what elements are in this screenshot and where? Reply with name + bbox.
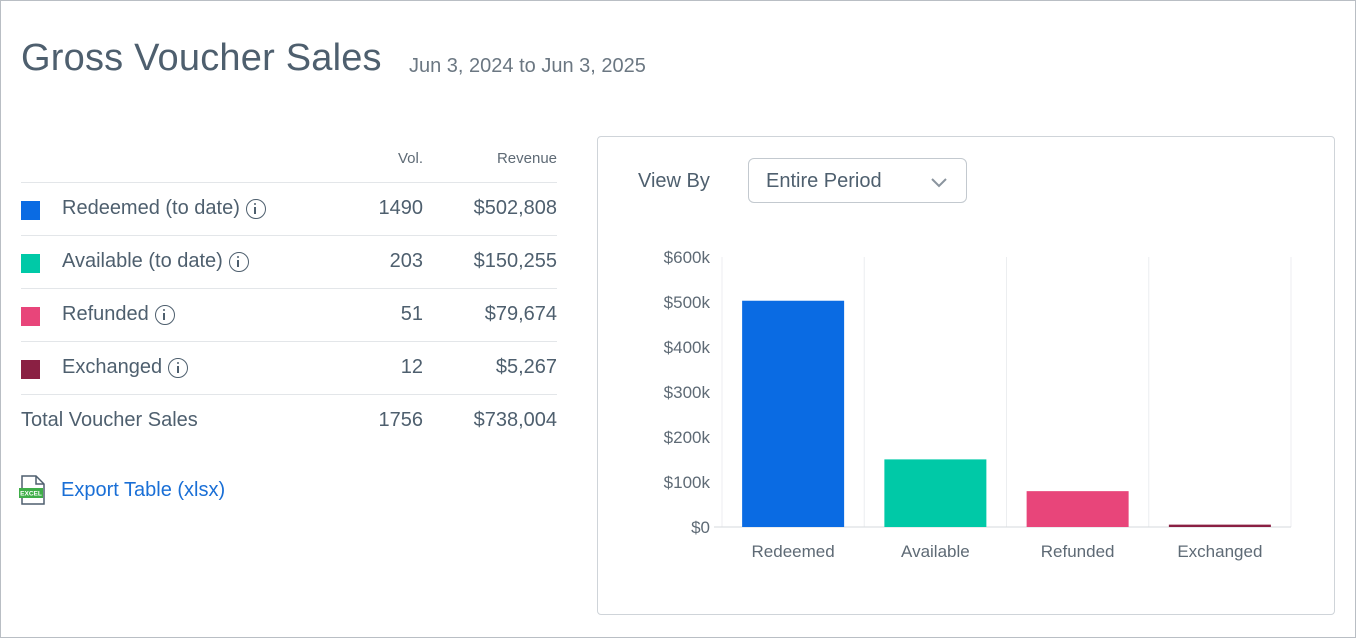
table-row-total: Total Voucher Sales 1756 $738,004 <box>21 395 557 448</box>
export-table-label[interactable]: Export Table (xlsx) <box>61 478 226 501</box>
table-row-available: Available (to date) 203 $150,255 <box>21 236 557 289</box>
x-tick-label: Exchanged <box>1177 542 1262 561</box>
view-by-dropdown[interactable]: Entire Period <box>748 158 967 203</box>
legend-swatch-available <box>21 254 40 273</box>
y-tick-label: $100k <box>664 473 711 492</box>
row-label-text: Redeemed (to date) <box>62 197 240 219</box>
y-tick-label: $500k <box>664 293 711 312</box>
excel-icon-text: EXCEL <box>20 491 42 498</box>
x-tick-label: Refunded <box>1041 542 1115 561</box>
table-row-exchanged: Exchanged 12 $5,267 <box>21 342 557 395</box>
date-range: Jun 3, 2024 to Jun 3, 2025 <box>409 55 646 77</box>
x-tick-label: Redeemed <box>752 542 835 561</box>
row-label: Exchanged <box>62 356 189 379</box>
total-vol-value: 1756 <box>378 409 424 431</box>
bar-redeemed <box>742 300 845 527</box>
bar-chart: $0 $100k $200k $300k $400k $500k $600k Redeemed… <box>664 248 1292 561</box>
column-header-vol: Vol. <box>397 150 423 167</box>
page-title: Gross Voucher Sales <box>21 37 382 79</box>
info-icon[interactable] <box>154 304 175 325</box>
row-label-text: Available (to date) <box>62 250 223 272</box>
info-icon[interactable] <box>168 357 189 378</box>
vol-value: 203 <box>389 250 423 272</box>
summary-table: Vol. Revenue Redeemed (to date) 1490 $50… <box>21 141 557 448</box>
chevron-down-icon <box>931 178 947 188</box>
view-by-selected-value: Entire Period <box>766 170 882 192</box>
row-label: Redeemed (to date) <box>62 197 266 220</box>
table-row-refunded: Refunded 51 $79,674 <box>21 289 557 342</box>
row-label-text: Exchanged <box>62 356 163 378</box>
revenue-value: $150,255 <box>473 250 557 272</box>
revenue-value: $502,808 <box>473 197 557 219</box>
row-label: Refunded <box>62 303 175 326</box>
legend-swatch-exchanged <box>21 360 40 379</box>
table-row-redeemed: Redeemed (to date) 1490 $502,808 <box>21 183 557 236</box>
table-header: Vol. Revenue <box>21 141 557 183</box>
y-tick-label: $600k <box>664 248 711 267</box>
bar-exchanged <box>1168 524 1271 527</box>
info-icon[interactable] <box>245 198 266 219</box>
y-tick-label: $400k <box>664 338 711 357</box>
vol-value: 51 <box>400 303 423 325</box>
excel-file-icon: EXCEL <box>19 475 45 505</box>
chart-panel: View By Entire Period $0 $100k $200k $300k $… <box>597 136 1335 615</box>
view-by-label: View By <box>638 170 710 192</box>
y-tick-label: $200k <box>664 428 711 447</box>
revenue-value: $79,674 <box>484 303 557 325</box>
bar-available <box>884 459 987 527</box>
row-label: Available (to date) <box>62 250 249 273</box>
column-header-revenue: Revenue <box>496 150 557 167</box>
y-tick-label: $0 <box>691 518 710 537</box>
vol-value: 1490 <box>378 197 424 219</box>
total-label: Total Voucher Sales <box>21 409 198 431</box>
bar-refunded <box>1026 491 1129 527</box>
legend-swatch-refunded <box>21 307 40 326</box>
info-icon[interactable] <box>228 251 249 272</box>
revenue-value: $5,267 <box>495 356 557 378</box>
x-tick-label: Available <box>901 542 970 561</box>
total-revenue-value: $738,004 <box>473 409 557 431</box>
export-table-link[interactable]: EXCEL Export Table (xlsx) <box>19 475 225 505</box>
vol-value: 12 <box>400 356 423 378</box>
row-label-text: Refunded <box>62 303 149 325</box>
legend-swatch-redeemed <box>21 201 40 220</box>
y-tick-label: $300k <box>664 383 711 402</box>
